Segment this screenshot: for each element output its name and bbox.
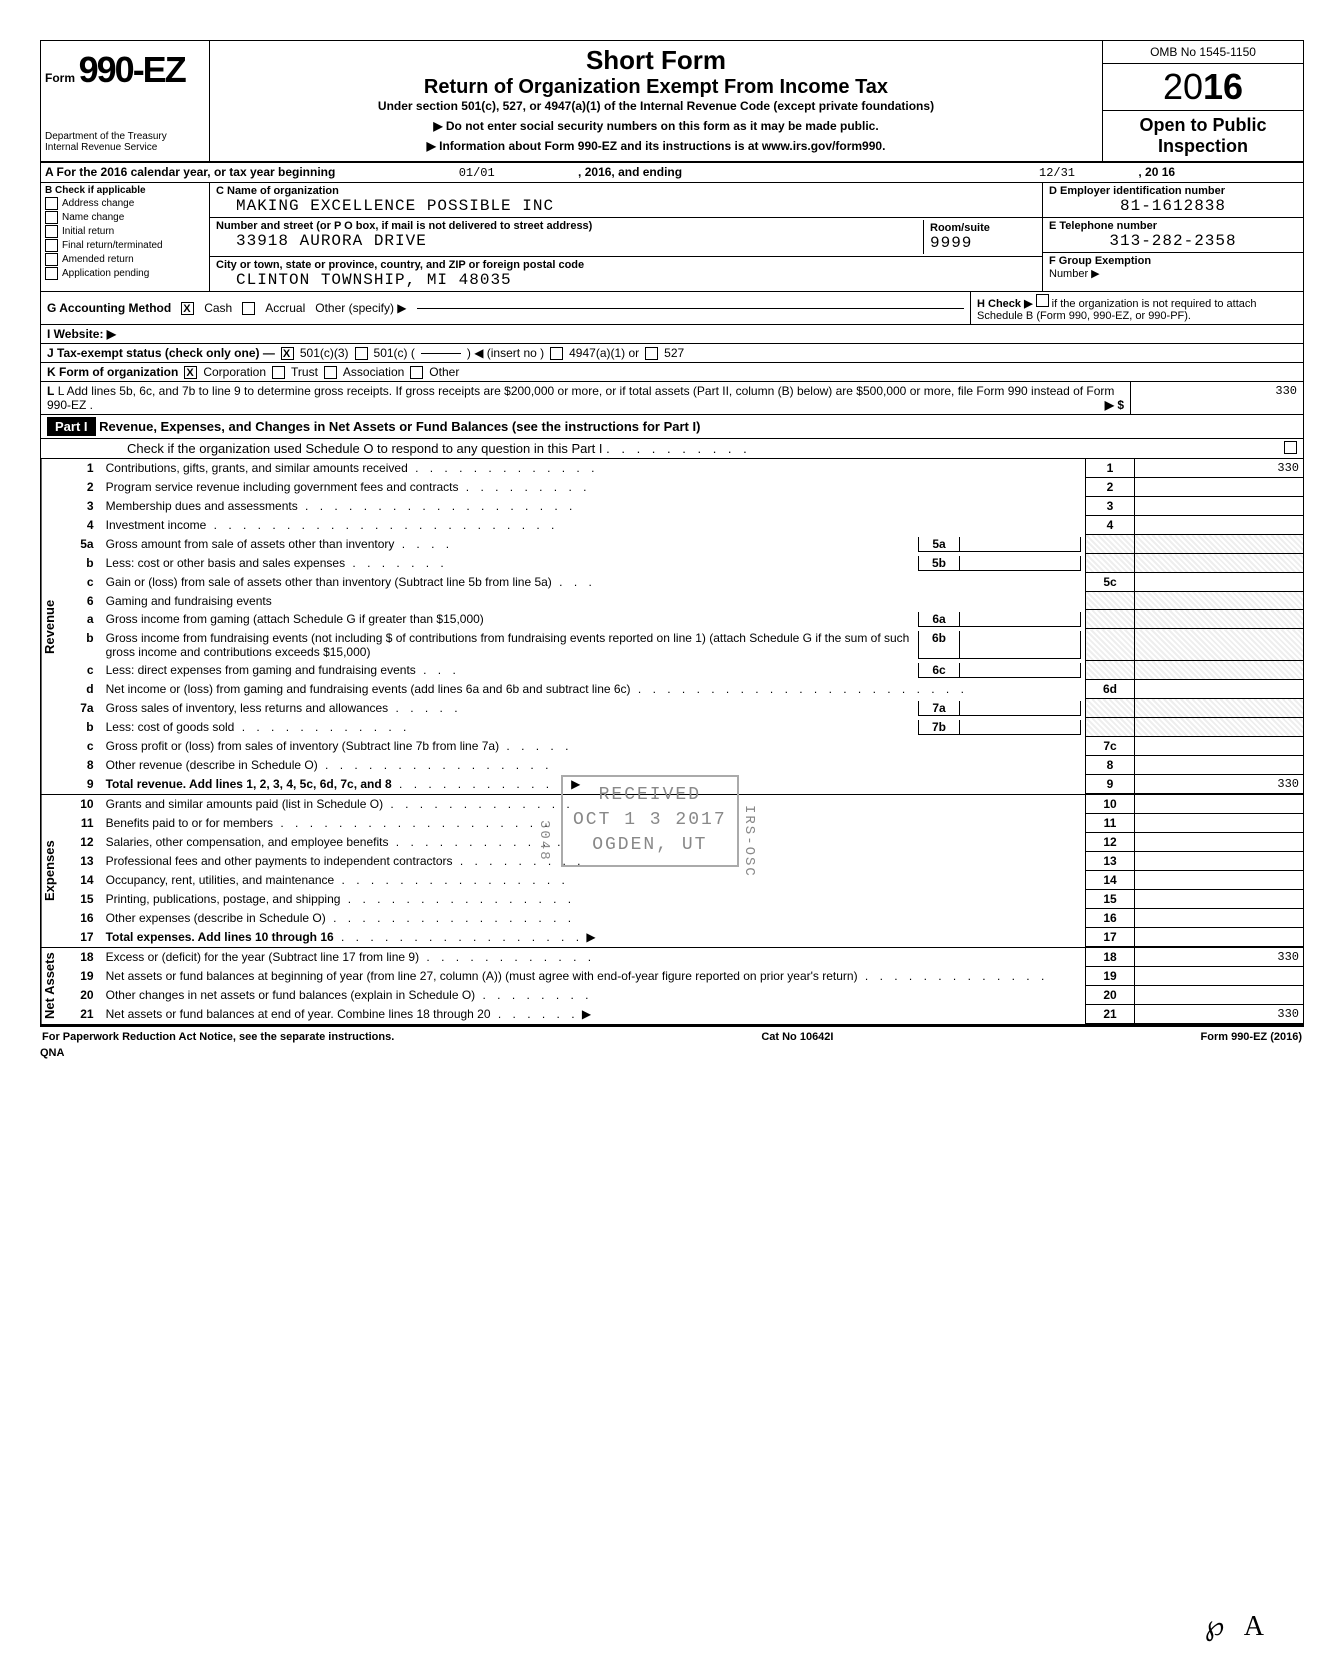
- tax-year: 2016: [1103, 64, 1303, 111]
- form-footer: For Paperwork Reduction Act Notice, see …: [40, 1027, 1304, 1047]
- revenue-label: Revenue: [41, 459, 64, 794]
- checkbox-assoc[interactable]: [324, 366, 337, 379]
- section-l-text: L L Add lines 5b, 6c, and 7b to line 9 t…: [41, 382, 1130, 414]
- checkbox-other-org[interactable]: [410, 366, 423, 379]
- section-a-tax-year: A For the 2016 calendar year, or tax yea…: [41, 163, 1035, 182]
- checkbox-sched-b[interactable]: [1036, 294, 1049, 307]
- form-subtitle: Return of Organization Exempt From Incom…: [220, 76, 1092, 99]
- stamp-3048: 3048: [536, 820, 552, 862]
- gross-receipts: 330: [1130, 382, 1303, 414]
- part1-header: Part I Revenue, Expenses, and Changes in…: [41, 415, 1303, 439]
- checkbox-address-change[interactable]: [45, 197, 58, 210]
- checkbox-schedule-o[interactable]: [1284, 441, 1297, 454]
- checkbox-pending[interactable]: [45, 267, 58, 280]
- omb-number: OMB No 1545-1150: [1103, 41, 1303, 64]
- ssn-warning: ▶ Do not enter social security numbers o…: [220, 119, 1092, 133]
- initials: ℘ A: [1205, 1609, 1264, 1643]
- checkbox-final-return[interactable]: [45, 239, 58, 252]
- received-stamp: RECEIVED OCT 1 3 2017 OGDEN, UT: [561, 775, 739, 867]
- form-number: Form 990-EZ: [45, 49, 205, 91]
- checkbox-4947[interactable]: [550, 347, 563, 360]
- net-assets-table: 18Excess or (deficit) for the year (Subt…: [64, 948, 1303, 1024]
- expenses-label: Expenses: [41, 795, 64, 947]
- form-title: Short Form: [220, 45, 1092, 76]
- checkbox-501c[interactable]: [355, 347, 368, 360]
- net-assets-label: Net Assets: [41, 948, 64, 1024]
- form-990ez: Form 990-EZ Department of the Treasury I…: [40, 40, 1304, 1027]
- treasury-dept: Department of the Treasury Internal Reve…: [45, 131, 205, 153]
- revenue-table: 1Contributions, gifts, grants, and simil…: [64, 459, 1303, 794]
- org-info-grid: B Check if applicable Address change Nam…: [41, 183, 1303, 292]
- checkbox-initial-return[interactable]: [45, 225, 58, 238]
- open-public: Open to Public Inspection: [1103, 111, 1303, 161]
- qna-label: QNA: [40, 1047, 1304, 1059]
- form-header: Form 990-EZ Department of the Treasury I…: [41, 41, 1303, 163]
- checkbox-name-change[interactable]: [45, 211, 58, 224]
- section-note: Under section 501(c), 527, or 4947(a)(1)…: [220, 99, 1092, 113]
- org-street: 33918 AURORA DRIVE: [216, 232, 923, 250]
- org-name: MAKING EXCELLENCE POSSIBLE INC: [216, 197, 1036, 215]
- phone: 313-282-2358: [1049, 232, 1297, 250]
- checkbox-trust[interactable]: [272, 366, 285, 379]
- checkbox-amended[interactable]: [45, 253, 58, 266]
- ein: 81-1612838: [1049, 197, 1297, 215]
- irs-osc-stamp: IRS-OSC: [741, 805, 757, 878]
- checkbox-cash[interactable]: [181, 302, 194, 315]
- checkbox-527[interactable]: [645, 347, 658, 360]
- instructions-url: ▶ Information about Form 990-EZ and its …: [220, 139, 1092, 153]
- room-suite: 9999: [930, 234, 1030, 252]
- section-b-checkboxes: B Check if applicable Address change Nam…: [41, 183, 210, 291]
- checkbox-accrual[interactable]: [242, 302, 255, 315]
- checkbox-501c3[interactable]: [281, 347, 294, 360]
- org-city: CLINTON TOWNSHIP, MI 48035: [216, 271, 1036, 289]
- checkbox-corp[interactable]: [184, 366, 197, 379]
